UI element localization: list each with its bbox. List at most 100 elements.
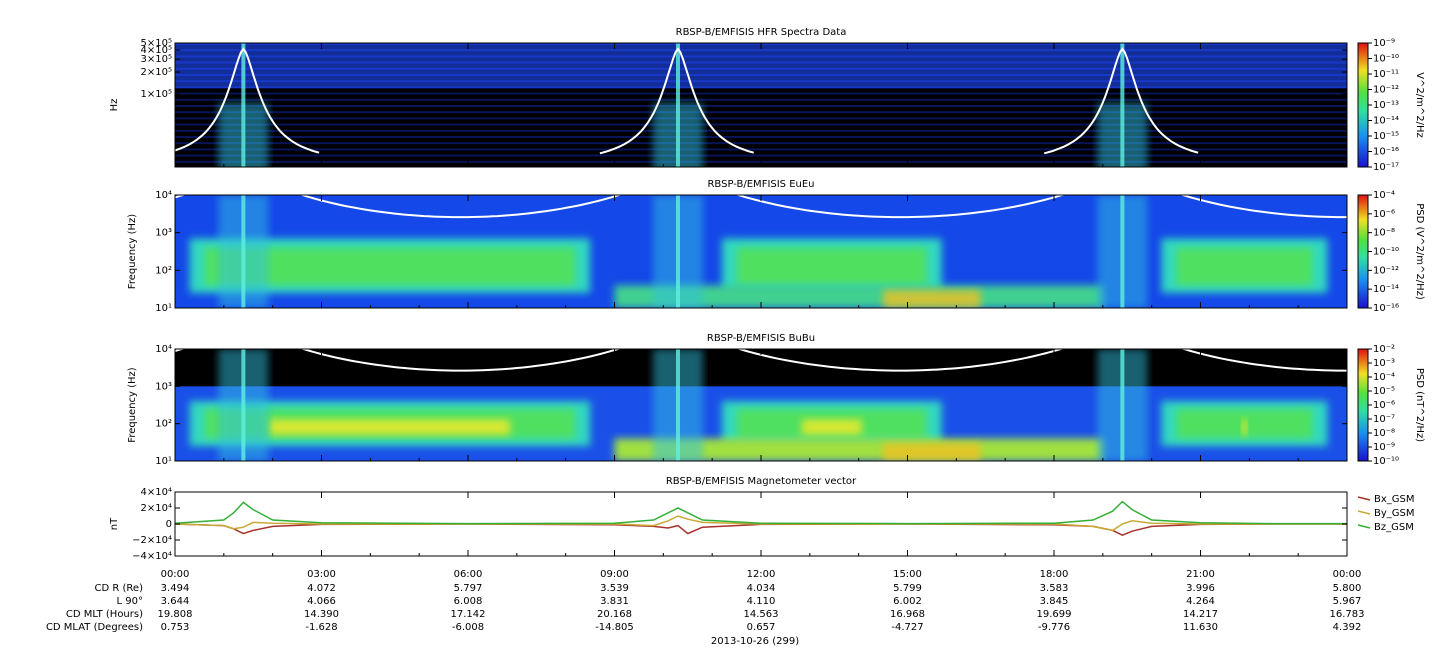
spec-band (175, 111, 1347, 114)
ephemeris-value: 3.539 (600, 583, 629, 594)
colorbar (1357, 194, 1369, 309)
ephemeris-value: 3.494 (161, 583, 190, 594)
colorbar-tick-label: 10⁻¹⁰ (1373, 456, 1399, 467)
y-tick-label: 10⁴ (155, 344, 172, 355)
colorbar-tick-label: 10⁻³ (1373, 358, 1395, 369)
y-tick-label: 4×10⁵ (141, 45, 172, 56)
ephemeris-value: 11.630 (1183, 622, 1218, 633)
spec-spike (1120, 195, 1125, 308)
y-axis-label: Frequency (Hz) (127, 214, 138, 290)
x-axis-label: 2013-10-26 (299) (711, 636, 799, 647)
colorbar-tick-label: 10⁻⁷ (1373, 414, 1395, 425)
y-axis-label: Hz (109, 99, 120, 112)
ephemeris-label: CD R (Re) (95, 583, 144, 594)
ephemeris-value: 14.390 (304, 609, 339, 620)
y-tick-label: 3×10⁵ (141, 54, 172, 65)
y-axis-label: nT (109, 517, 120, 530)
colorbar-tick-label: 10⁻² (1373, 344, 1395, 355)
ephemeris-value: 19.808 (158, 609, 193, 620)
ephemeris-value: 3.583 (1040, 583, 1069, 594)
y-tick-label: 10² (155, 265, 172, 276)
ephemeris-value: -14.805 (595, 622, 634, 633)
spectrogram (175, 195, 1347, 308)
ephemeris-value: 5.799 (893, 583, 922, 594)
ephemeris-value: -4.727 (891, 622, 923, 633)
ephemeris-value: -6.008 (452, 622, 484, 633)
spec-band (175, 123, 1347, 126)
x-tick-label: 00:00 (161, 569, 190, 580)
spec-band (175, 98, 1347, 101)
spec-band (175, 154, 1347, 157)
series-line (174, 515, 1347, 532)
colorbar-label: PSD (nT^2/Hz) (1414, 368, 1425, 442)
ephemeris-value: 17.142 (451, 609, 486, 620)
ephemeris-label: L 90° (117, 596, 143, 607)
x-tick-label: 09:00 (600, 569, 629, 580)
colorbar (1357, 42, 1369, 168)
ephemeris-value: 14.217 (1183, 609, 1218, 620)
y-tick-label: 10⁴ (155, 190, 172, 201)
colorbar-tick-label: 10⁻⁶ (1373, 209, 1395, 220)
colorbar-tick-label: 10⁻¹⁴ (1373, 116, 1399, 127)
spec-band (883, 443, 981, 461)
legend-swatch (1357, 524, 1371, 529)
y-tick-label: 2×10⁵ (141, 67, 172, 78)
ephemeris-value: 3.845 (1040, 596, 1069, 607)
colorbar-tick-label: 10⁻¹⁶ (1373, 147, 1399, 158)
ephemeris-value: -1.628 (305, 622, 337, 633)
legend-label: Bz_GSM (1374, 522, 1414, 533)
spectrogram (175, 43, 1347, 167)
y-tick-label: 10¹ (155, 303, 172, 314)
ephemeris-value: 4.264 (1186, 596, 1215, 607)
spectrogram (175, 349, 1347, 461)
ephemeris-value: 16.783 (1330, 609, 1365, 620)
spec-spike (675, 43, 680, 167)
colorbar-tick-label: 10⁻¹⁴ (1373, 284, 1399, 295)
panel-title: RBSP-B/EMFISIS EuEu (707, 179, 814, 190)
panel-title: RBSP-B/EMFISIS BuBu (707, 333, 815, 344)
colorbar-tick-label: 10⁻⁶ (1373, 400, 1395, 411)
ephemeris-value: 4.072 (307, 583, 336, 594)
colorbar-tick-label: 10⁻¹⁵ (1373, 131, 1399, 142)
ephemeris-value: 19.699 (1037, 609, 1072, 620)
spec-band (175, 148, 1347, 151)
spec-band (175, 142, 1347, 145)
spec-band (175, 43, 1347, 88)
y-tick-label: 2×10⁴ (141, 503, 172, 514)
legend-swatch (1357, 496, 1371, 501)
colorbar-tick-label: 10⁻¹² (1373, 85, 1399, 96)
colorbar (1357, 348, 1369, 462)
colorbar-tick-label: 10⁻¹³ (1373, 100, 1399, 111)
gyro-curve (175, 195, 1347, 219)
y-tick-label: 10³ (155, 228, 172, 239)
ephemeris-value: 5.800 (1333, 583, 1362, 594)
y-tick-label: 10³ (155, 381, 172, 392)
colorbar-tick-label: 10⁻¹⁰ (1373, 247, 1399, 258)
ephemeris-value: 5.797 (454, 583, 483, 594)
colorbar-tick-label: 10⁻¹⁰ (1373, 54, 1399, 65)
y-tick-label: 0 (166, 519, 172, 530)
y-tick-label: 4×10⁴ (141, 487, 172, 498)
y-tick-label: −2×10⁴ (132, 535, 172, 546)
y-tick-label: 10² (155, 419, 172, 430)
spec-spike (241, 349, 246, 461)
colorbar-tick-label: 10⁻⁹ (1373, 442, 1395, 453)
spec-band (175, 105, 1347, 107)
ephemeris-value: 0.657 (747, 622, 776, 633)
colorbar-tick-label: 10⁻⁴ (1373, 372, 1395, 383)
ephemeris-value: 0.753 (161, 622, 190, 633)
colorbar-tick-label: 10⁻⁸ (1373, 228, 1395, 239)
x-tick-label: 18:00 (1040, 569, 1069, 580)
colorbar-tick-label: 10⁻⁹ (1373, 38, 1395, 49)
spec-band (175, 136, 1347, 138)
spec-spike (241, 195, 246, 308)
x-tick-label: 15:00 (893, 569, 922, 580)
spec-spike (241, 43, 246, 167)
panel-title: RBSP-B/EMFISIS HFR Spectra Data (676, 27, 847, 38)
ephemeris-value: 6.008 (454, 596, 483, 607)
ephemeris-value: 20.168 (597, 609, 632, 620)
ephemeris-value: 4.110 (747, 596, 776, 607)
x-tick-label: 12:00 (747, 569, 776, 580)
colorbar-tick-label: 10⁻¹² (1373, 265, 1399, 276)
ephemeris-value: 3.644 (161, 596, 190, 607)
